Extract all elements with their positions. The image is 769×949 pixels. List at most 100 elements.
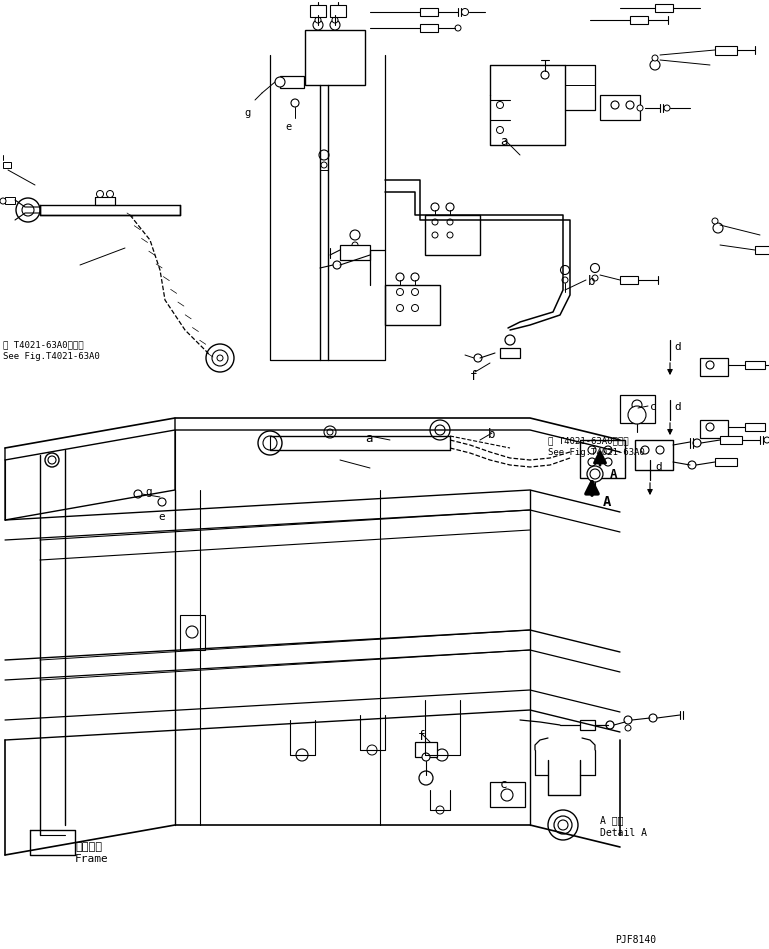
Circle shape: [319, 150, 329, 160]
Circle shape: [96, 191, 104, 197]
Text: フレーム: フレーム: [75, 842, 102, 852]
Text: 第 T4021-63A0図参照: 第 T4021-63A0図参照: [3, 340, 84, 349]
Bar: [620, 276, 638, 284]
Bar: [630, 16, 648, 24]
Circle shape: [590, 469, 600, 479]
Bar: [3, 162, 11, 168]
Circle shape: [430, 420, 450, 440]
Circle shape: [706, 423, 714, 431]
Circle shape: [501, 789, 513, 801]
Circle shape: [411, 273, 419, 281]
Bar: [620, 395, 655, 423]
Circle shape: [554, 816, 572, 834]
Circle shape: [212, 350, 228, 366]
Bar: [580, 720, 595, 730]
Circle shape: [624, 716, 632, 724]
Bar: [715, 458, 737, 466]
Circle shape: [652, 55, 658, 61]
Circle shape: [432, 219, 438, 225]
Text: c: c: [650, 402, 657, 412]
Text: f: f: [470, 370, 478, 383]
Circle shape: [287, 77, 297, 87]
Circle shape: [16, 198, 40, 222]
Circle shape: [435, 425, 445, 435]
Text: e: e: [158, 512, 165, 522]
Bar: [420, 8, 438, 16]
Text: See Fig.T4021-63A0: See Fig.T4021-63A0: [548, 448, 644, 457]
Text: g: g: [244, 108, 250, 118]
Circle shape: [558, 820, 568, 830]
Text: 第 T4021-63A0図参照: 第 T4021-63A0図参照: [548, 436, 628, 445]
Circle shape: [106, 191, 114, 197]
Circle shape: [688, 461, 696, 469]
Circle shape: [474, 354, 482, 362]
Circle shape: [562, 277, 568, 283]
Circle shape: [422, 753, 430, 761]
Bar: [720, 436, 742, 444]
Bar: [600, 95, 640, 120]
Text: a: a: [500, 135, 508, 148]
Circle shape: [313, 20, 323, 30]
Circle shape: [206, 344, 234, 372]
Circle shape: [0, 198, 6, 204]
Bar: [700, 358, 728, 376]
Text: A 詳細: A 詳細: [600, 815, 624, 825]
Circle shape: [419, 771, 433, 785]
Circle shape: [641, 446, 649, 454]
Circle shape: [693, 439, 701, 447]
Bar: [500, 348, 520, 358]
Bar: [385, 285, 440, 325]
Text: A: A: [610, 468, 618, 481]
Circle shape: [625, 725, 631, 731]
Circle shape: [436, 806, 444, 814]
Circle shape: [611, 101, 619, 109]
Circle shape: [333, 261, 341, 269]
Circle shape: [606, 721, 614, 729]
Circle shape: [626, 101, 634, 109]
Circle shape: [604, 458, 612, 466]
Circle shape: [588, 446, 596, 454]
Bar: [310, 5, 326, 17]
Circle shape: [455, 25, 461, 31]
Circle shape: [327, 429, 333, 435]
Text: c: c: [500, 778, 508, 791]
Bar: [5, 197, 15, 204]
Circle shape: [497, 102, 504, 108]
Bar: [745, 423, 765, 431]
Circle shape: [291, 99, 299, 107]
Bar: [635, 440, 673, 470]
Circle shape: [561, 266, 570, 274]
Bar: [330, 5, 346, 17]
Circle shape: [650, 60, 660, 70]
Circle shape: [367, 745, 377, 755]
Bar: [180, 615, 205, 650]
Circle shape: [397, 305, 404, 311]
Circle shape: [275, 77, 285, 87]
Circle shape: [591, 264, 600, 272]
Text: a: a: [365, 432, 372, 445]
Text: e: e: [285, 122, 291, 132]
Circle shape: [637, 105, 643, 111]
Circle shape: [592, 275, 598, 281]
Circle shape: [604, 446, 612, 454]
Circle shape: [587, 466, 603, 482]
Text: d: d: [674, 402, 681, 412]
Text: f: f: [418, 730, 425, 743]
Circle shape: [447, 219, 453, 225]
Bar: [280, 76, 304, 88]
Text: d: d: [655, 462, 662, 472]
Text: Frame: Frame: [75, 854, 108, 864]
Bar: [305, 30, 365, 85]
Bar: [700, 420, 728, 438]
Circle shape: [186, 626, 198, 638]
Circle shape: [332, 17, 338, 23]
Circle shape: [396, 273, 404, 281]
Circle shape: [324, 426, 336, 438]
Circle shape: [764, 437, 769, 443]
Circle shape: [431, 203, 439, 211]
Circle shape: [411, 305, 418, 311]
Circle shape: [432, 232, 438, 238]
Bar: [745, 361, 765, 369]
Bar: [755, 246, 769, 254]
Text: d: d: [674, 342, 681, 352]
